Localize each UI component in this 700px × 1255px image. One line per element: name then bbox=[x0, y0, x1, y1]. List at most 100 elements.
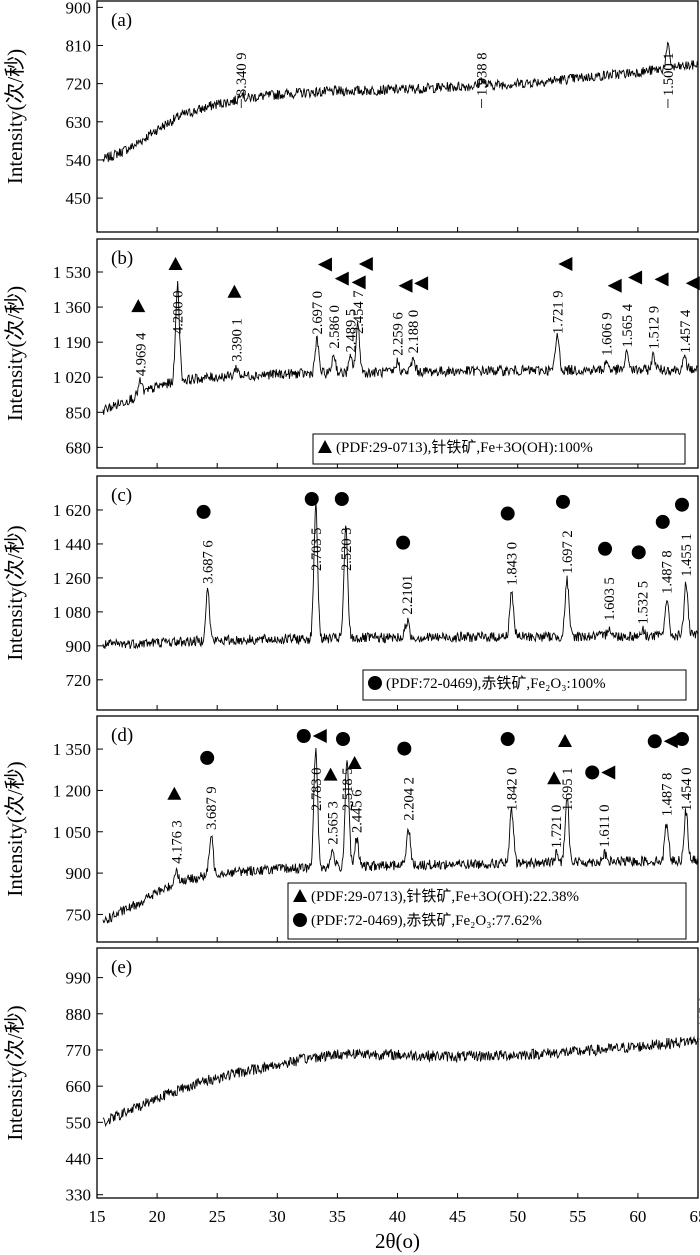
legend-circle-icon bbox=[293, 913, 307, 927]
y-tick-label: 720 bbox=[66, 75, 92, 94]
y-tick-label: 1 190 bbox=[53, 333, 91, 352]
peak-label: 1.512 9 bbox=[647, 306, 663, 350]
y-tick-label: 1 530 bbox=[53, 263, 91, 282]
hematite-marker bbox=[196, 504, 211, 519]
panel-c: 1 620 1 440 1 260 1 080 900 720 Intensity(次/秒)… bbox=[3, 475, 699, 711]
panel-e: 990 880 770 660 550 440 330 Intensity(次/秒) (e) 1.… bbox=[3, 947, 700, 1205]
y-tick-label: 660 bbox=[66, 1077, 92, 1096]
peak-label: 1.565 4 bbox=[620, 303, 636, 347]
goethite-marker bbox=[547, 771, 562, 785]
peak-label: 2.445 6 bbox=[350, 789, 366, 833]
x-tick-label: 45 bbox=[449, 1207, 466, 1226]
hematite-marker bbox=[397, 741, 412, 756]
peak-label: 2.489 5 bbox=[344, 309, 360, 353]
y-tick-label: 720 bbox=[66, 671, 92, 690]
peak-label: 3.390 1 bbox=[229, 318, 245, 362]
goethite-marker bbox=[227, 284, 242, 298]
legend-entry: (PDF:29-0713),针铁矿,Fe+3O(OH):100% bbox=[336, 439, 593, 456]
goethite-marker bbox=[607, 278, 622, 293]
y-tick-label: 770 bbox=[66, 1041, 92, 1060]
peak-label: 1.695 1 bbox=[560, 768, 576, 812]
goethite-marker bbox=[654, 272, 669, 287]
goethite-marker bbox=[685, 276, 700, 291]
goethite-marker bbox=[317, 257, 332, 272]
peak-label: 1.721 0 bbox=[549, 805, 565, 849]
y-axis-label: Intensity(次/秒) bbox=[3, 761, 27, 896]
y-axis-label: Intensity(次/秒) bbox=[3, 525, 27, 660]
spectrum-line bbox=[102, 747, 699, 924]
panel-label: (a) bbox=[111, 10, 132, 31]
peak-label: 1.455 1 bbox=[679, 533, 695, 577]
y-tick-label: 1 620 bbox=[53, 501, 91, 520]
x-tick-label: 55 bbox=[569, 1207, 586, 1226]
y-tick-label: 1 350 bbox=[53, 740, 91, 759]
x-tick-label: 65 bbox=[690, 1207, 700, 1226]
peak-label: 4.200 0 bbox=[171, 291, 187, 335]
hematite-marker bbox=[585, 765, 600, 780]
hematite-marker bbox=[304, 492, 319, 506]
y-tick-label: 680 bbox=[66, 438, 92, 457]
hematite-marker bbox=[500, 732, 515, 746]
spectrum-line bbox=[102, 41, 699, 162]
hematite-marker bbox=[647, 734, 662, 749]
peak-label: 2.783 0 bbox=[309, 768, 325, 812]
panel-d: 1 350 1 200 1 050 900 750 Intensity(次/秒) (d) 4.… bbox=[3, 715, 699, 943]
hematite-marker bbox=[500, 506, 515, 521]
goethite-marker bbox=[663, 734, 678, 749]
peak-label: 1.457 4 bbox=[678, 309, 694, 353]
plot-frame bbox=[96, 0, 699, 233]
hematite-marker bbox=[655, 514, 670, 529]
peak-label: 2.518 5 bbox=[340, 768, 356, 812]
spectrum-line bbox=[102, 501, 699, 650]
legend-box bbox=[362, 669, 687, 701]
peak-label: 1.532 5 bbox=[636, 581, 652, 625]
peak-label: 2.188 0 bbox=[406, 310, 422, 354]
peak-label: 1. 415 0 bbox=[697, 996, 700, 1043]
goethite-marker bbox=[334, 271, 349, 286]
peak-label: 2.703 5 bbox=[309, 528, 325, 572]
y-tick-label: 1 360 bbox=[53, 298, 91, 317]
x-tick-label: 25 bbox=[209, 1207, 226, 1226]
hematite-marker bbox=[296, 729, 311, 743]
y-tick-label: 990 bbox=[66, 969, 92, 988]
peak-label: 2.520 3 bbox=[339, 528, 355, 572]
peak-label: 1.603 5 bbox=[602, 577, 618, 621]
goethite-marker bbox=[167, 786, 182, 800]
hematite-marker bbox=[334, 492, 349, 506]
hematite-marker bbox=[555, 494, 570, 509]
peak-label: 2.2101 bbox=[400, 575, 416, 615]
x-tick-label: 60 bbox=[629, 1207, 646, 1226]
y-tick-label: 450 bbox=[66, 189, 92, 208]
peak-label: 1.938 8 bbox=[475, 53, 491, 97]
peak-label: 4.176 3 bbox=[169, 820, 185, 864]
spectrum-line bbox=[102, 280, 698, 415]
peak-label: 1.487 8 bbox=[660, 773, 676, 817]
hematite-marker bbox=[200, 750, 215, 765]
peak-label: 2.259 6 bbox=[391, 312, 407, 356]
hematite-marker bbox=[598, 541, 613, 556]
goethite-marker bbox=[131, 299, 146, 313]
peak-label: 1.454 0 bbox=[679, 768, 695, 812]
y-tick-label: 880 bbox=[66, 1005, 92, 1024]
y-tick-label: 850 bbox=[66, 403, 92, 422]
panel-label: (e) bbox=[111, 957, 132, 978]
hematite-marker bbox=[674, 732, 689, 746]
y-tick-label: 440 bbox=[66, 1150, 92, 1169]
y-tick-label: 900 bbox=[66, 864, 92, 883]
panel-b: 1 530 1 360 1 190 1 020 850 680 Intensity(次/秒)… bbox=[3, 238, 700, 469]
y-tick-label: 750 bbox=[66, 905, 92, 924]
peak-label: 1.843 0 bbox=[505, 542, 521, 586]
goethite-marker bbox=[601, 765, 616, 780]
x-tick-label: 40 bbox=[389, 1207, 406, 1226]
panel-label: (b) bbox=[111, 248, 133, 269]
peak-label: 1.606 9 bbox=[600, 312, 616, 356]
y-axis-label: Intensity(次/秒) bbox=[3, 286, 27, 421]
peak-label: 2.454 7 bbox=[351, 291, 367, 335]
legend-box bbox=[312, 433, 686, 465]
goethite-marker bbox=[312, 729, 327, 743]
peak-label: 2.586 0 bbox=[327, 305, 343, 349]
x-tick-label: 50 bbox=[509, 1207, 526, 1226]
legend-entry: (PDF:72-0469),赤铁矿,Fe₂O₃:77.62% bbox=[311, 912, 542, 929]
goethite-marker bbox=[414, 276, 429, 291]
